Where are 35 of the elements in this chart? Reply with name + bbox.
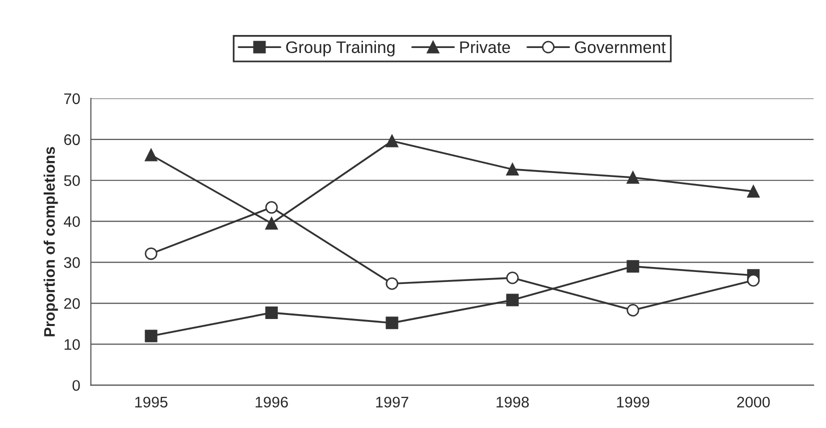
x-tick-label: 1999 [617, 396, 650, 408]
y-tick-label: 60 [64, 134, 80, 146]
x-tick-label: 1997 [376, 396, 408, 408]
y-tick-label: 0 [72, 380, 80, 391]
point [626, 171, 640, 184]
point [506, 163, 519, 176]
legend-label: Group Training [286, 40, 395, 56]
y-tick-label: 40 [64, 216, 80, 228]
y-tick-label: 30 [64, 257, 80, 268]
x-tick-label: 1995 [135, 396, 168, 408]
point [626, 304, 640, 316]
point [265, 217, 278, 230]
point [386, 134, 398, 148]
point [144, 247, 158, 260]
point [144, 330, 158, 342]
x-tick-label: 2000 [737, 396, 770, 408]
point [626, 260, 640, 273]
y-tick-label: 50 [64, 175, 80, 186]
point [747, 185, 760, 198]
point [386, 316, 398, 330]
y-tick-label: 10 [64, 339, 80, 350]
x-tick-label: 1998 [496, 396, 529, 408]
point [747, 274, 760, 287]
x-tick-label: 1996 [256, 396, 288, 408]
y-tick-label: 70 [64, 93, 80, 104]
point [265, 201, 278, 214]
point [386, 277, 398, 290]
point [506, 272, 519, 284]
y-axis-title: Proportion of completions [44, 146, 58, 336]
point [144, 148, 158, 162]
point [265, 306, 278, 319]
point [506, 294, 519, 306]
y-tick-label: 20 [64, 298, 80, 309]
legend-label: Private [460, 40, 510, 54]
legend-label: Government [574, 41, 666, 54]
